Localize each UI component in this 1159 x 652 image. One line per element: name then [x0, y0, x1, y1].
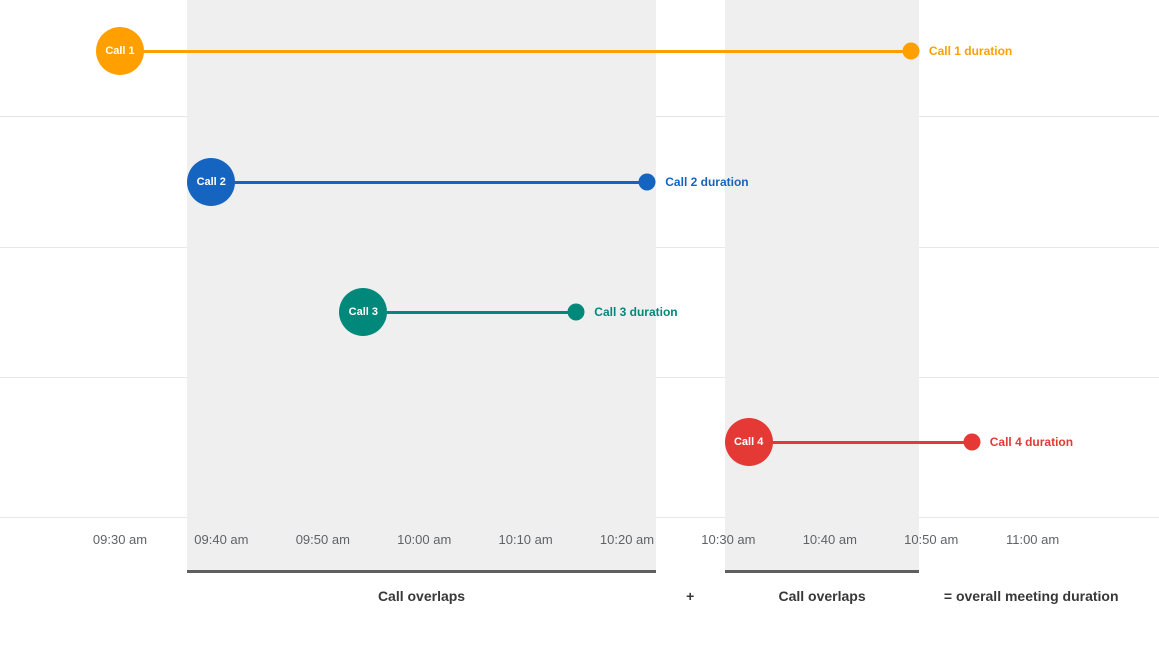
x-axis-tick-label: 10:10 am: [498, 532, 553, 547]
call-2-end-marker: [638, 173, 656, 191]
call-3-start-marker: Call 3: [339, 288, 388, 336]
call-2-duration-label: Call 2 duration: [665, 175, 749, 189]
x-axis-tick-label: 10:50 am: [904, 532, 959, 547]
x-axis-tick-label: 10:00 am: [397, 532, 452, 547]
call-1-end-marker: [902, 42, 920, 60]
call-3-duration-line: [363, 310, 577, 314]
call-2-start-marker: Call 2: [187, 158, 236, 206]
x-axis-tick-label: 10:40 am: [802, 532, 857, 547]
overall-duration-caption: = overall meeting duration: [943, 588, 1119, 604]
x-axis-tick-label: 09:40 am: [194, 532, 249, 547]
x-axis-tick-label: 11:00 am: [1005, 532, 1060, 547]
call-1-start-marker: Call 1: [96, 27, 144, 75]
x-axis-tick-label: 09:30 am: [92, 532, 148, 547]
x-axis-tick-label: 10:20 am: [599, 532, 655, 547]
overlap-caption-2: Call overlaps: [778, 588, 866, 604]
call-4-duration-label: Call 4 duration: [989, 435, 1074, 449]
call-1-duration-line: [120, 49, 911, 53]
call-4-end-marker: [963, 433, 981, 451]
call-4-start-marker: Call 4: [724, 418, 773, 466]
overlap-band-1: [187, 0, 656, 573]
x-axis-tick-label: 09:50 am: [295, 532, 350, 547]
overlap-caption-1: Call overlaps: [377, 588, 466, 604]
call-3-duration-label: Call 3 duration: [594, 305, 678, 319]
call-4-duration-line: [748, 440, 972, 444]
overlap-band-2: [724, 0, 920, 573]
call-1-duration-label: Call 1 duration: [928, 44, 1013, 58]
call-3-end-marker: [567, 303, 585, 321]
call-2-duration-line: [211, 180, 648, 184]
x-axis-tick-label: 10:30 am: [701, 532, 756, 547]
plus-sign: +: [686, 588, 695, 604]
